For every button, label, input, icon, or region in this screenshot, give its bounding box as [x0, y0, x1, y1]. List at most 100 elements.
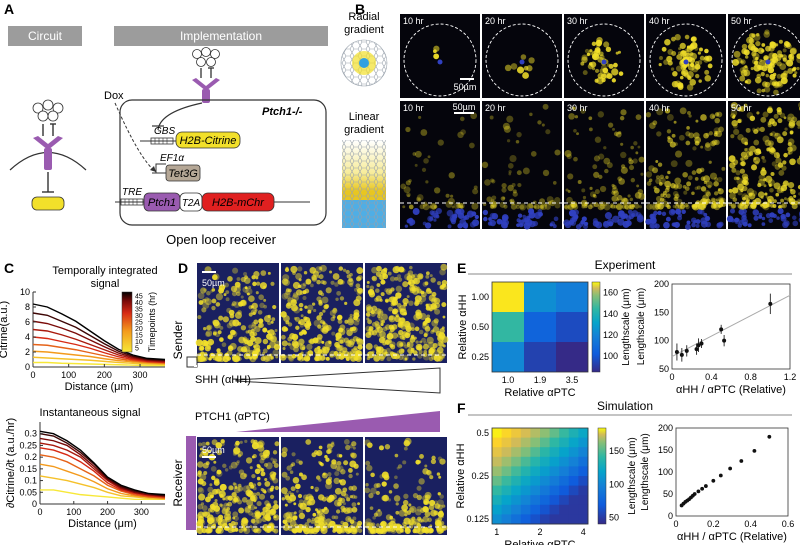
frame-time-label: 50 hr [731, 103, 752, 113]
cell-nucleus [713, 202, 717, 207]
series-line [32, 350, 166, 365]
cell-nucleus [353, 319, 360, 326]
cell-nucleus [357, 344, 363, 350]
cell-nucleus [783, 116, 787, 120]
cell-nucleus [218, 490, 226, 498]
cell-nucleus [689, 79, 697, 86]
cell-nucleus [603, 71, 611, 79]
cell-nucleus [635, 151, 639, 155]
cell-nucleus [699, 199, 706, 206]
cell-nucleus [709, 172, 718, 180]
heatmap-cell [520, 447, 531, 458]
colorbar-tick-label: 160 [603, 288, 618, 298]
cell-nucleus [770, 63, 775, 68]
cell-nucleus [510, 198, 515, 203]
cell-nucleus [395, 510, 400, 515]
plot-frame [675, 427, 789, 517]
cell-nucleus [750, 203, 757, 210]
cell-nucleus [486, 196, 493, 203]
cell-nucleus [237, 485, 244, 492]
cell-nucleus [314, 355, 320, 362]
cell-nucleus [438, 475, 442, 479]
heatmap-cell [578, 514, 589, 525]
cell-nucleus [429, 475, 434, 480]
cell-nucleus [537, 203, 545, 211]
cell-nucleus [777, 118, 783, 124]
h2b-citrine-box [175, 131, 241, 149]
heatmap-cell [549, 504, 560, 515]
y-tick-label: 0.25 [471, 352, 489, 362]
cell-nucleus [402, 205, 406, 209]
cell-nucleus [228, 522, 232, 526]
cell-nucleus [420, 290, 425, 295]
cell-nucleus [321, 472, 328, 479]
radial-schematic [340, 39, 388, 87]
cell-nucleus [781, 165, 787, 171]
cell-nucleus [634, 203, 640, 209]
cell-nucleus [259, 282, 267, 290]
cell-nucleus [219, 503, 223, 507]
heatmap-cell [492, 437, 502, 448]
heatmap-cell [540, 466, 550, 477]
cell-nucleus [544, 203, 551, 210]
cell-nucleus [427, 155, 431, 159]
cell-nucleus [373, 354, 381, 362]
cell-nucleus [677, 51, 682, 56]
heatmap-cell [530, 495, 541, 506]
cell-nucleus [715, 198, 719, 202]
colorbar-tick-label: 45 [135, 294, 143, 301]
cell-nucleus [771, 56, 777, 63]
cell-nucleus [198, 493, 206, 501]
cell-nucleus [341, 509, 344, 513]
cell-nucleus [298, 302, 304, 308]
cell-nucleus [741, 193, 749, 201]
sender-nucleus [697, 209, 703, 215]
cell-nucleus [718, 202, 724, 208]
cell-nucleus [291, 527, 298, 534]
cell-nucleus [635, 114, 642, 120]
sender-nucleus [675, 208, 682, 215]
cell-nucleus [334, 526, 341, 533]
cell-nucleus [197, 487, 205, 495]
cell-nucleus [699, 55, 705, 61]
sender-nucleus [769, 212, 775, 218]
dish-outline [403, 23, 477, 97]
cell-nucleus [741, 173, 749, 180]
heatmap-cell [556, 342, 588, 372]
sender-nucleus [753, 215, 759, 221]
cell-nucleus [216, 449, 223, 456]
cell-nucleus [227, 334, 233, 340]
cell-nucleus [779, 63, 787, 71]
cell-nucleus [220, 439, 225, 444]
radial-frame: 30 hr [564, 14, 644, 98]
y-axis-label: Lengthscale (μm) [640, 433, 651, 510]
cell-nucleus [285, 266, 289, 270]
cell-nucleus [591, 50, 599, 58]
cell-nucleus [266, 528, 270, 532]
heatmap-cell [549, 466, 560, 477]
cell-nucleus [794, 71, 798, 75]
cell-nucleus [620, 142, 624, 146]
cell-nucleus [306, 343, 313, 351]
cell-nucleus [248, 285, 252, 289]
cell-nucleus [678, 204, 683, 209]
y-tick-label: 200 [654, 279, 669, 289]
cell-nucleus [746, 36, 754, 44]
cell-nucleus [783, 197, 787, 201]
cell-nucleus [665, 193, 671, 199]
cell-nucleus [399, 317, 406, 324]
cell-nucleus [748, 192, 753, 197]
cell-nucleus [331, 515, 336, 520]
cell-nucleus [207, 486, 214, 493]
cell-nucleus [295, 272, 303, 280]
cell-nucleus [346, 497, 351, 502]
heatmap-cell [501, 456, 512, 467]
cell-nucleus [666, 113, 674, 121]
data-point [696, 489, 701, 494]
cell-nucleus [292, 477, 300, 484]
cell-nucleus [213, 321, 221, 329]
data-point [684, 348, 689, 353]
heatmap-cell [549, 447, 560, 458]
cell-nucleus [564, 149, 572, 158]
